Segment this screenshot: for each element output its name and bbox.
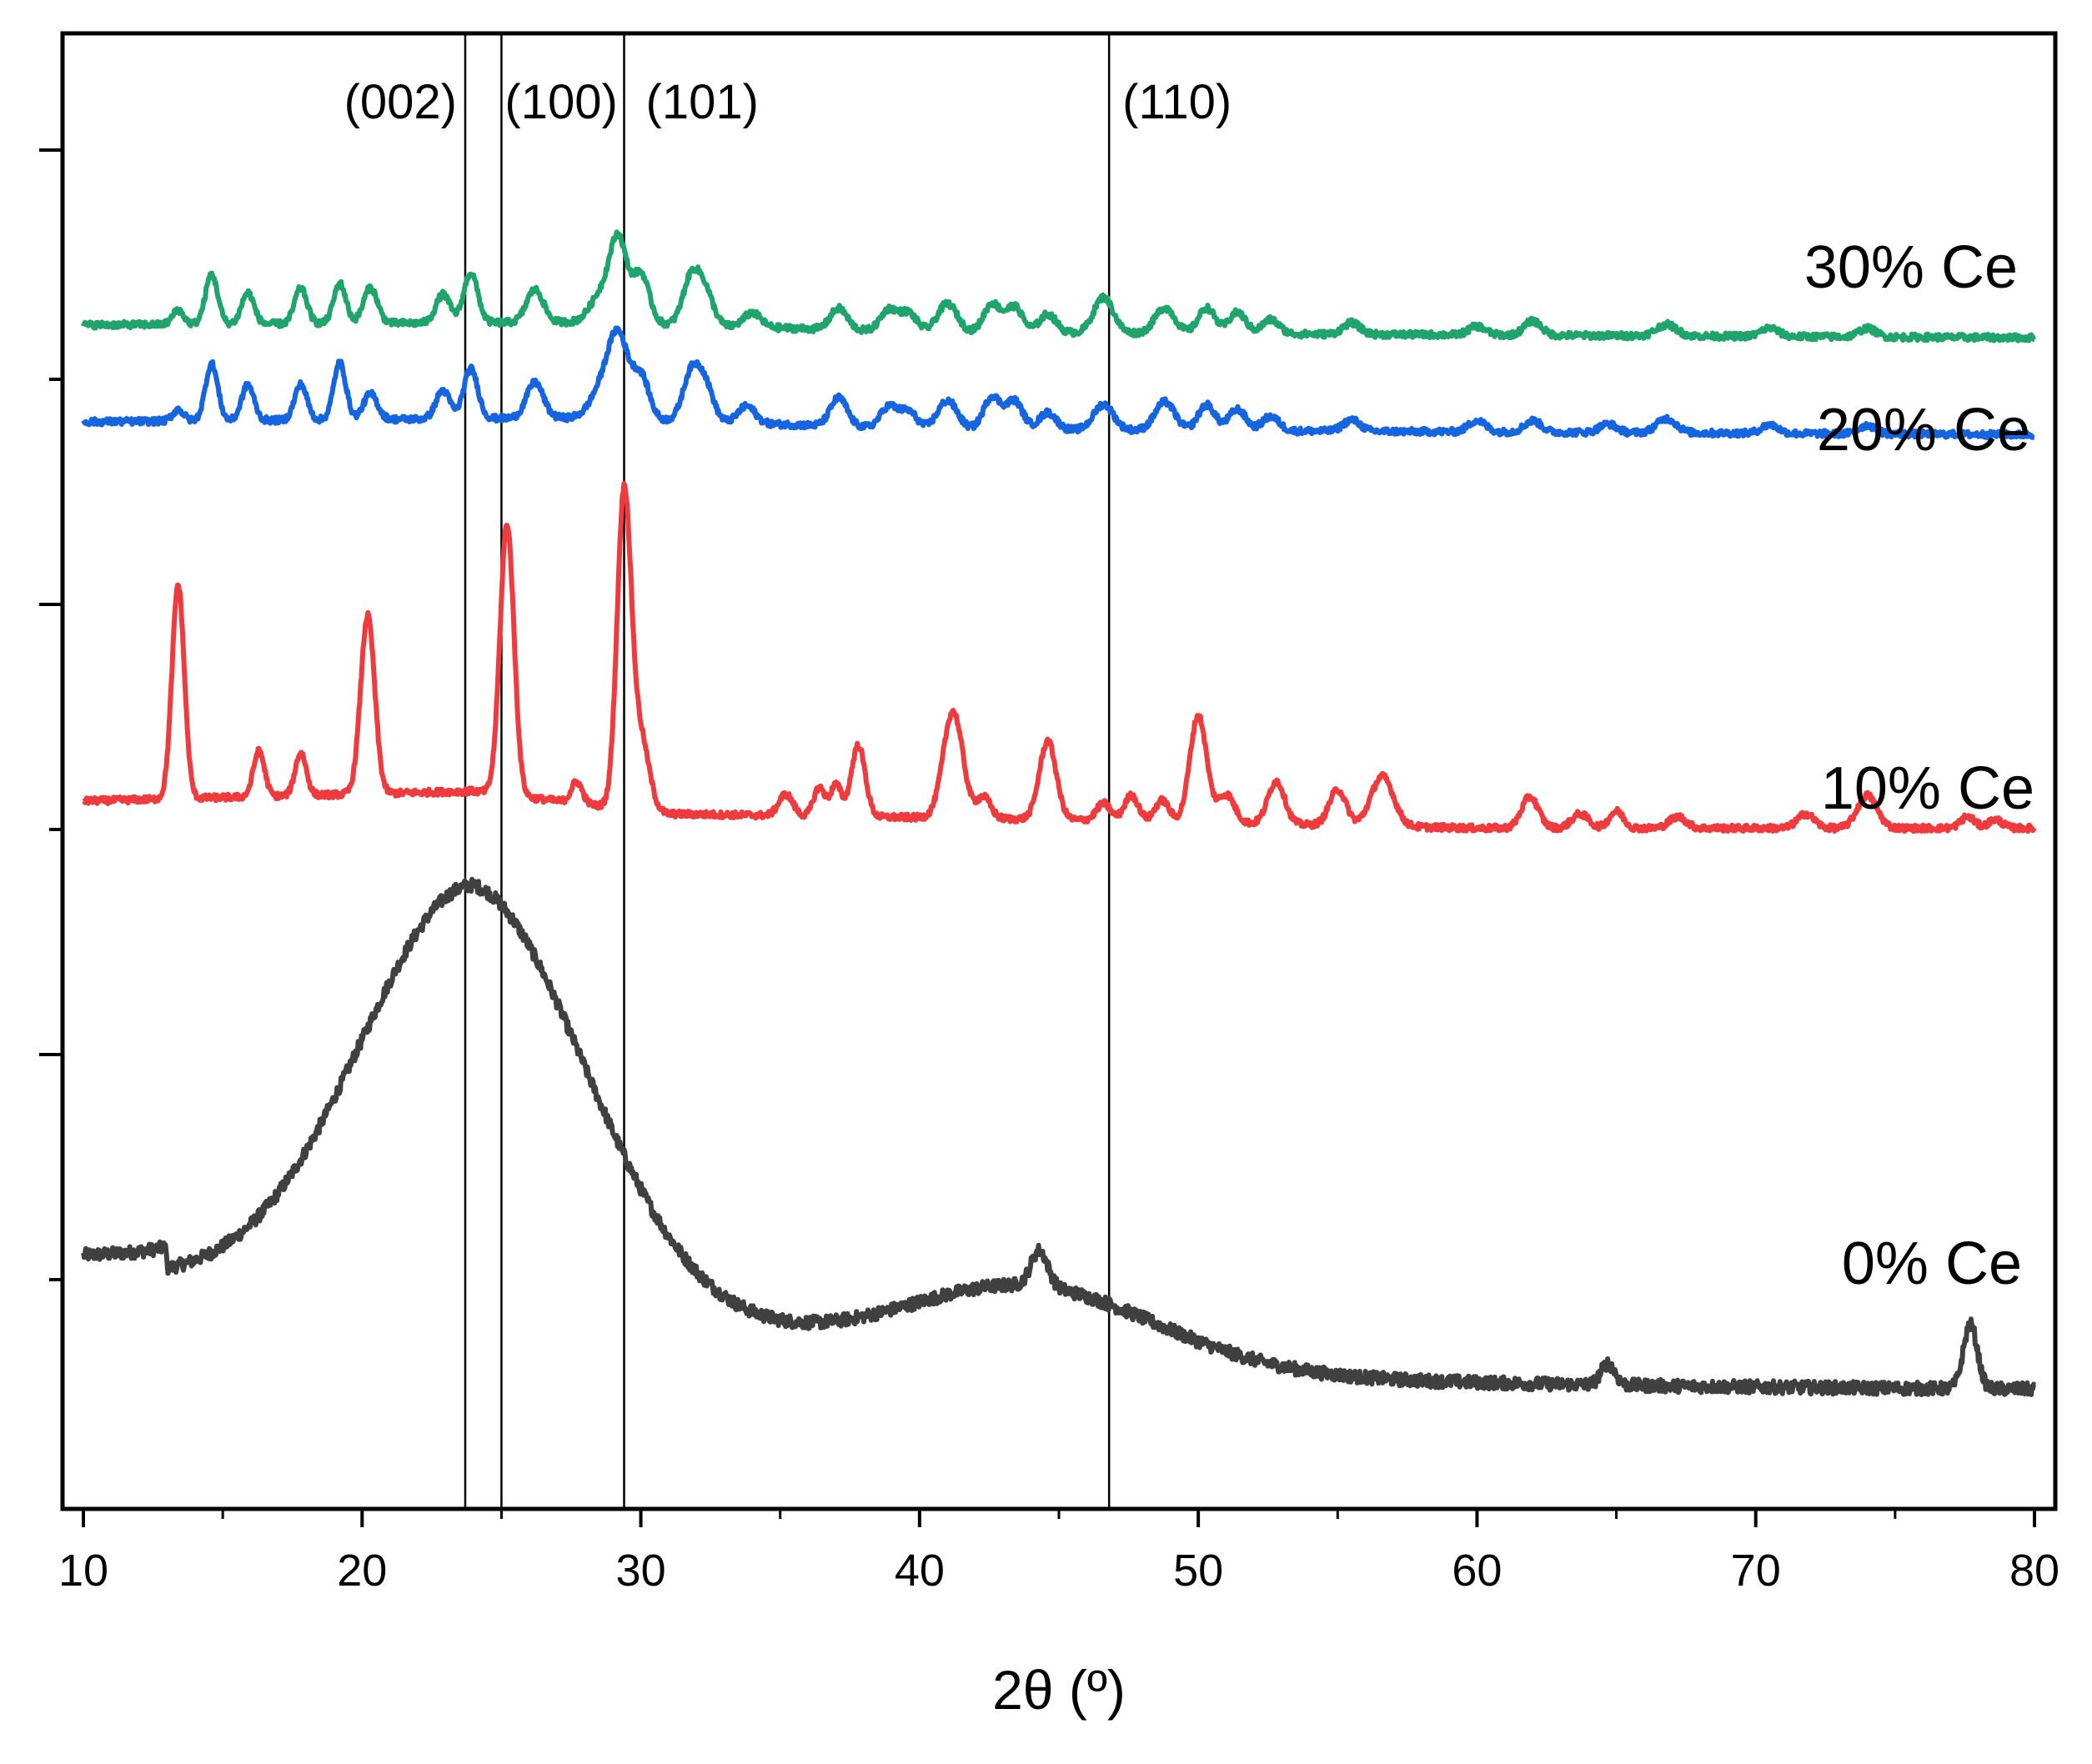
series-line-30% Ce	[81, 229, 2036, 343]
y-axis-ticks	[39, 148, 63, 1281]
series-line-20% Ce	[81, 325, 2036, 440]
x-tick-label-50: 50	[1173, 1546, 1223, 1596]
x-axis-ticks: 10 20 30 40 50 60 70 80	[58, 1509, 2059, 1596]
series-label-20% Ce: 20% Ce	[1817, 397, 2030, 464]
series-label-0% Ce: 0% Ce	[1842, 1230, 2022, 1297]
x-tick-label-70: 70	[1731, 1546, 1781, 1596]
x-axis-title: 2θ (º)	[992, 1659, 1126, 1721]
series-labels: 0% Ce 10% Ce 20% Ce 30% Ce	[1804, 234, 2034, 1297]
reference-label-(100): (100)	[504, 75, 617, 129]
x-tick-label-20: 20	[337, 1546, 387, 1596]
reference-labels: (002) (100) (101) (110)	[344, 75, 1232, 129]
x-tick-label-10: 10	[58, 1546, 108, 1596]
reference-label-(101): (101)	[646, 75, 759, 129]
x-tick-label-80: 80	[2009, 1546, 2059, 1596]
series-line-10% Ce	[82, 480, 2037, 834]
x-tick-label-40: 40	[895, 1546, 945, 1596]
x-tick-label-30: 30	[616, 1546, 666, 1596]
series-label-30% Ce: 30% Ce	[1804, 234, 2018, 301]
x-tick-label-60: 60	[1452, 1546, 1502, 1596]
series-curves	[81, 229, 2037, 1397]
reference-lines	[464, 33, 1111, 1509]
reference-label-(002): (002)	[344, 75, 457, 129]
series-line-0% Ce	[81, 876, 2037, 1397]
reference-label-(110): (110)	[1122, 75, 1232, 129]
series-label-10% Ce: 10% Ce	[1821, 755, 2034, 822]
